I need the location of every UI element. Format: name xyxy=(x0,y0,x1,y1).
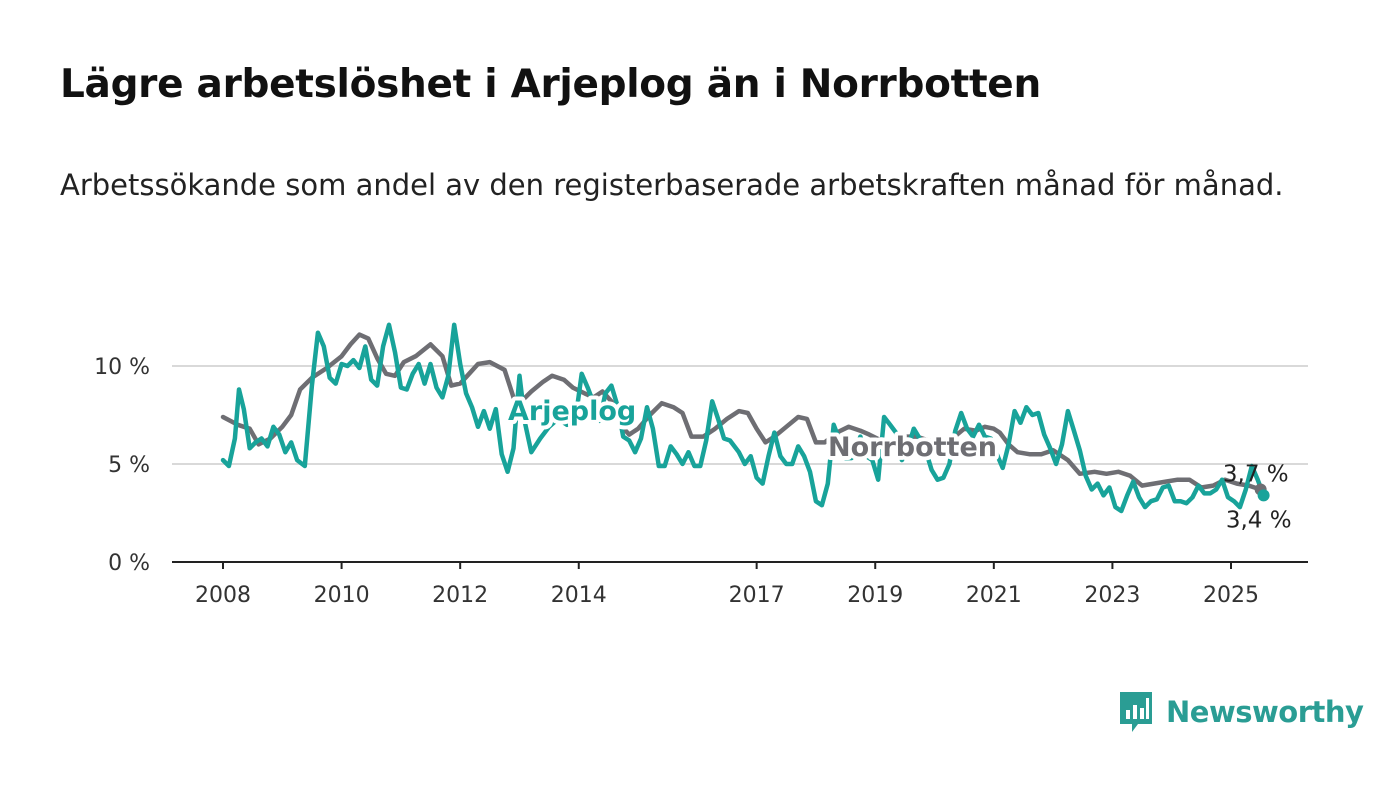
x-tick-label: 2014 xyxy=(551,583,607,608)
series-line-norrbotten xyxy=(220,332,1263,492)
grid-lines xyxy=(172,365,1308,465)
chart-title: Lägre arbetslöshet i Arjeplog än i Norrb… xyxy=(60,62,1041,107)
series-labels: 3,7 %3,4 %ArjeplogArjeplogNorrbottenNorr… xyxy=(504,392,1292,533)
x-tick-label: 2017 xyxy=(729,583,785,608)
newsworthy-logo-icon xyxy=(1120,692,1152,732)
series-label-norrbotten-halo: Norrbotten xyxy=(828,432,997,463)
series-line-arjeplog xyxy=(220,322,1266,514)
newsworthy-logo-text: Newsworthy xyxy=(1166,695,1364,729)
newsworthy-logo: Newsworthy xyxy=(1118,690,1364,734)
x-tick-label: 2019 xyxy=(847,583,903,608)
y-axis-tick-labels: 0 % 5 % 10 % xyxy=(94,355,150,576)
x-tick-label: 2021 xyxy=(966,583,1022,608)
end-label-arjeplog: 3,4 % xyxy=(1226,507,1292,533)
series-label-arjeplog: Arjeplog xyxy=(508,396,636,427)
chart-subtitle: Arbetssökande som andel av den registerb… xyxy=(60,168,1284,202)
x-tick-label: 2010 xyxy=(314,583,370,608)
series-lines xyxy=(220,322,1270,514)
series-label-arjeplog-halo: Arjeplog xyxy=(508,396,636,427)
x-tick-label: 2008 xyxy=(195,583,251,608)
x-tick-label: 2025 xyxy=(1203,583,1259,608)
series-label-norrbotten: Norrbotten xyxy=(828,432,997,463)
y-tick-label: 10 % xyxy=(94,355,150,380)
end-label-norrbotten: 3,7 % xyxy=(1223,461,1289,487)
x-tick-label: 2012 xyxy=(432,583,488,608)
x-axis: 2008 2010 2012 2014 2017 2019 2021 2023 2025 xyxy=(172,561,1308,608)
end-marker-arjeplog xyxy=(1257,489,1270,502)
x-tick-label: 2023 xyxy=(1084,583,1140,608)
y-tick-label: 0 % xyxy=(108,551,150,576)
y-tick-label: 5 % xyxy=(108,453,150,478)
